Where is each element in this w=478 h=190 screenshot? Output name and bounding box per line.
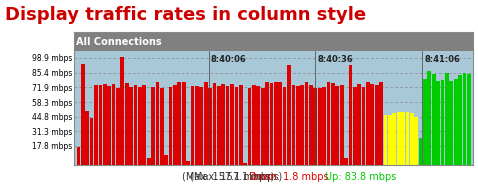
Bar: [103, 84, 107, 165]
Text: Up: 83.8 mbps: Up: 83.8 mbps: [325, 172, 396, 182]
Bar: [208, 88, 212, 165]
Bar: [292, 86, 295, 165]
Bar: [217, 86, 221, 165]
Bar: [379, 82, 383, 165]
Bar: [191, 86, 195, 165]
Bar: [120, 57, 124, 165]
Bar: [142, 85, 146, 165]
Bar: [134, 85, 137, 165]
Bar: [261, 88, 264, 165]
Bar: [151, 87, 155, 165]
Bar: [226, 86, 229, 165]
Bar: [449, 81, 453, 165]
Bar: [129, 87, 133, 165]
Bar: [304, 82, 308, 165]
Bar: [458, 75, 462, 165]
Bar: [199, 87, 203, 165]
Bar: [252, 85, 256, 165]
Bar: [270, 82, 273, 165]
Bar: [353, 87, 357, 165]
Bar: [384, 115, 387, 165]
Bar: [169, 86, 173, 165]
Bar: [177, 82, 181, 165]
Bar: [375, 85, 379, 165]
Bar: [86, 111, 89, 165]
Bar: [414, 117, 418, 165]
Bar: [116, 88, 120, 165]
Bar: [401, 112, 405, 165]
Bar: [454, 79, 457, 165]
Bar: [235, 87, 238, 165]
Bar: [405, 112, 409, 165]
Bar: [362, 87, 366, 165]
Bar: [221, 84, 225, 165]
Bar: [138, 87, 142, 165]
Bar: [76, 147, 80, 165]
Bar: [164, 155, 168, 165]
Bar: [388, 115, 392, 165]
Bar: [213, 83, 217, 165]
Bar: [283, 87, 286, 165]
Bar: [427, 71, 431, 165]
Bar: [331, 83, 335, 165]
Bar: [81, 64, 85, 165]
Bar: [243, 163, 247, 165]
Bar: [326, 82, 330, 165]
Text: 8:40:36: 8:40:36: [317, 55, 353, 64]
Bar: [112, 84, 115, 165]
Text: 8:40:06: 8:40:06: [211, 55, 247, 64]
Text: Display traffic rates in column style: Display traffic rates in column style: [5, 6, 366, 24]
Bar: [467, 74, 471, 165]
Bar: [322, 87, 326, 165]
Bar: [296, 86, 300, 165]
Text: Down: 1.8 mbps: Down: 1.8 mbps: [249, 172, 328, 182]
Bar: [419, 138, 423, 165]
Bar: [432, 74, 435, 165]
Bar: [98, 85, 102, 165]
Bar: [370, 84, 374, 165]
Bar: [358, 84, 361, 165]
Bar: [441, 79, 445, 165]
Bar: [340, 85, 344, 165]
Bar: [287, 65, 291, 165]
Text: (Max: 157.1 mbps): (Max: 157.1 mbps): [190, 172, 288, 182]
Bar: [309, 85, 313, 165]
Bar: [230, 84, 234, 165]
Bar: [300, 85, 304, 165]
Bar: [147, 158, 151, 165]
Bar: [94, 85, 98, 165]
Bar: [195, 86, 199, 165]
Bar: [265, 82, 269, 165]
Bar: [397, 112, 401, 165]
Text: All Connections: All Connections: [76, 37, 162, 47]
Bar: [182, 82, 185, 165]
Bar: [318, 88, 322, 165]
Bar: [125, 83, 129, 165]
Text: 8:41:06: 8:41:06: [424, 55, 460, 64]
Bar: [186, 161, 190, 165]
Bar: [314, 88, 317, 165]
Text: (Max: 157.1 mbps): (Max: 157.1 mbps): [182, 172, 274, 182]
Bar: [274, 82, 278, 165]
Bar: [445, 73, 449, 165]
Bar: [392, 113, 396, 165]
Bar: [160, 88, 163, 165]
Bar: [108, 86, 111, 165]
Bar: [436, 81, 440, 165]
Bar: [155, 82, 159, 165]
Bar: [463, 73, 467, 165]
Bar: [348, 65, 352, 165]
Bar: [173, 85, 177, 165]
Bar: [248, 88, 251, 165]
Bar: [423, 79, 427, 165]
Bar: [204, 82, 207, 165]
Bar: [90, 118, 94, 165]
Bar: [344, 158, 348, 165]
Bar: [278, 82, 282, 165]
Bar: [366, 82, 370, 165]
Bar: [336, 86, 339, 165]
Bar: [239, 85, 243, 165]
Bar: [410, 113, 413, 165]
Bar: [256, 86, 260, 165]
